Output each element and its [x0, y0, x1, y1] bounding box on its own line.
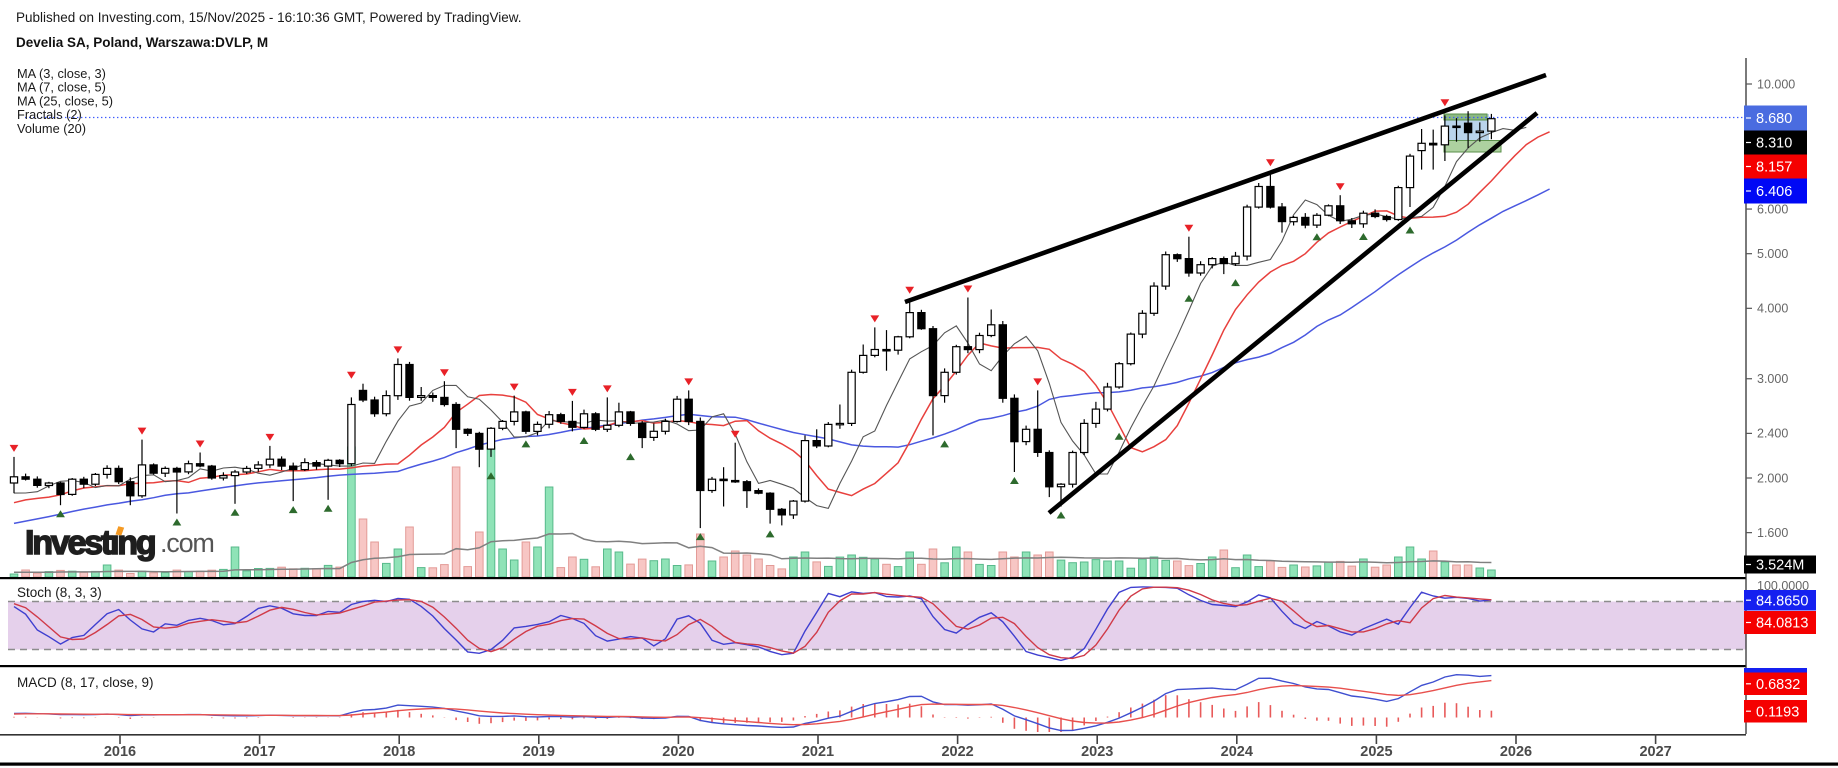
svg-text:2.400: 2.400 [1757, 427, 1788, 441]
svg-text:100.0000: 100.0000 [1757, 579, 1809, 593]
svg-text:2016: 2016 [104, 744, 136, 760]
svg-text:1.600: 1.600 [1757, 526, 1788, 540]
svg-text:4.000: 4.000 [1757, 302, 1788, 316]
svg-text:2021: 2021 [802, 744, 834, 760]
svg-text:2018: 2018 [383, 744, 415, 760]
svg-text:MA (7, close, 5): MA (7, close, 5) [17, 80, 106, 95]
svg-text:8.310: 8.310 [1756, 136, 1792, 152]
svg-text:0.1193: 0.1193 [1756, 705, 1799, 721]
svg-text:10.000: 10.000 [1757, 77, 1795, 91]
svg-text:Fractals (2): Fractals (2) [17, 107, 82, 122]
svg-text:Stoch (8, 3, 3): Stoch (8, 3, 3) [17, 585, 102, 600]
svg-text:Investıng: Investıng [25, 524, 155, 562]
svg-text:0.6832: 0.6832 [1756, 677, 1800, 693]
svg-text:8.157: 8.157 [1756, 160, 1792, 176]
svg-text:Published on Investing.com, 15: Published on Investing.com, 15/Nov/2025 … [16, 10, 522, 25]
svg-text:3.000: 3.000 [1757, 372, 1788, 386]
svg-text:84.8650: 84.8650 [1756, 594, 1808, 610]
svg-text:2020: 2020 [662, 744, 694, 760]
svg-text:MA (25, close, 5): MA (25, close, 5) [17, 93, 113, 108]
svg-text:2024: 2024 [1221, 744, 1253, 760]
svg-text:2017: 2017 [243, 744, 275, 760]
svg-text:2026: 2026 [1500, 744, 1532, 760]
svg-text:.com: .com [160, 528, 214, 558]
svg-text:2025: 2025 [1360, 744, 1392, 760]
svg-text:6.406: 6.406 [1756, 184, 1792, 200]
svg-text:2022: 2022 [941, 744, 973, 760]
svg-text:84.0813: 84.0813 [1756, 616, 1808, 632]
svg-text:8.680: 8.680 [1756, 111, 1792, 127]
svg-text:5.000: 5.000 [1757, 247, 1788, 261]
svg-text:MA (3, close, 3): MA (3, close, 3) [17, 66, 106, 81]
svg-text:2.000: 2.000 [1757, 471, 1788, 485]
svg-text:2027: 2027 [1639, 744, 1671, 760]
svg-text:Volume (20): Volume (20) [17, 121, 86, 136]
svg-text:6.000: 6.000 [1757, 202, 1788, 216]
svg-text:Develia SA, Poland, Warszawa:D: Develia SA, Poland, Warszawa:DVLP, M [16, 35, 268, 50]
svg-text:MACD (8, 17, close, 9): MACD (8, 17, close, 9) [17, 675, 154, 690]
svg-text:3.524M: 3.524M [1756, 558, 1804, 574]
svg-text:2019: 2019 [523, 744, 555, 760]
svg-text:2023: 2023 [1081, 744, 1113, 760]
